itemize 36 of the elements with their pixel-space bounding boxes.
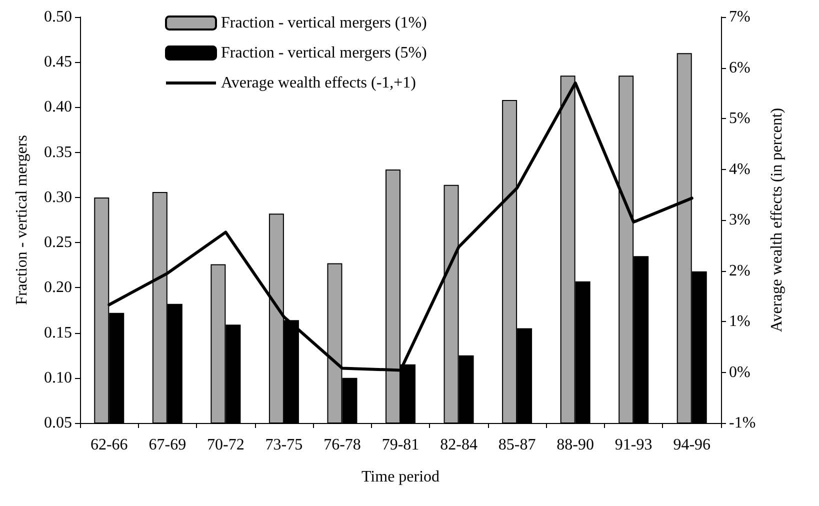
y2-tick-label: 0% [729, 364, 750, 381]
y-axis-title: Fraction - vertical mergers [14, 135, 30, 305]
x-tick-label: 85-87 [498, 436, 536, 454]
y-tick-label: 0.10 [44, 369, 72, 386]
x-tick-label: 76-78 [324, 436, 361, 454]
y2-tick-label: 4% [729, 160, 750, 178]
y-tick-label: 0.40 [44, 98, 72, 116]
y2-axis-title: Average wealth effects (in percent) [768, 108, 786, 332]
y2-tick-label: 7% [729, 8, 750, 26]
y-tick-label: 0.25 [44, 234, 72, 252]
x-tick-label: 73-75 [265, 436, 303, 454]
y-tick-label: 0.05 [44, 414, 72, 432]
x-tick-label: 94-96 [673, 436, 711, 454]
y2-tick-label: 2% [729, 262, 750, 280]
y2-tick-label: -1% [729, 414, 756, 432]
legend-label: Fraction - vertical mergers (5%) [221, 44, 427, 62]
y-tick-label: 0.50 [44, 8, 72, 26]
x-tick-label: 62-66 [90, 436, 128, 454]
y2-tick-label: 1% [729, 313, 750, 330]
y2-tick-label: 6% [729, 59, 750, 76]
x-tick-label: 88-90 [556, 436, 594, 454]
x-tick-label: 82-84 [440, 436, 478, 454]
y2-tick-label: 5% [729, 110, 750, 127]
y-tick-label: 0.15 [44, 324, 72, 342]
y-tick-label: 0.20 [44, 279, 72, 296]
y-tick-label: 0.30 [44, 188, 72, 206]
x-tick-label: 91-93 [614, 436, 652, 454]
y-tick-label: 0.35 [44, 144, 72, 161]
x-tick-label: 70-72 [207, 436, 244, 454]
x-tick-label: 67-69 [148, 436, 186, 454]
y2-tick-label: 3% [729, 212, 750, 228]
y-tick-label: 0.45 [44, 54, 72, 71]
x-tick-label: 79-81 [382, 436, 420, 454]
x-axis-title: Time period [361, 468, 440, 486]
legend-label: Average wealth effects (-1,+1) [221, 74, 416, 92]
legend-label: Fraction - vertical mergers (1%) [221, 14, 427, 32]
